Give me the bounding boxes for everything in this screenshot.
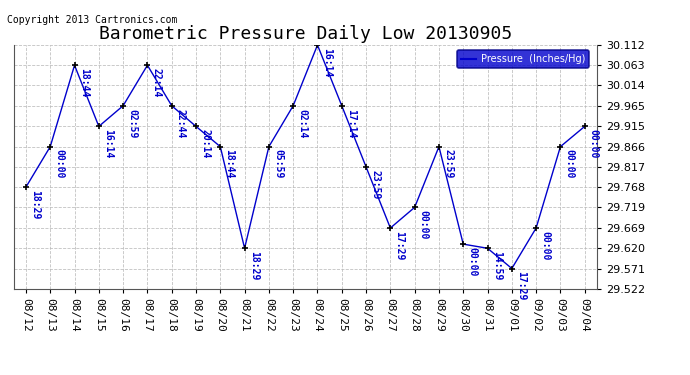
Text: 22:44: 22:44 xyxy=(176,108,186,138)
Legend: Pressure  (Inches/Hg): Pressure (Inches/Hg) xyxy=(457,50,589,68)
Text: 23:59: 23:59 xyxy=(371,170,380,199)
Text: 00:00: 00:00 xyxy=(55,149,64,179)
Text: 18:29: 18:29 xyxy=(30,190,40,219)
Text: 02:59: 02:59 xyxy=(127,108,137,138)
Text: 18:44: 18:44 xyxy=(79,68,89,98)
Title: Barometric Pressure Daily Low 20130905: Barometric Pressure Daily Low 20130905 xyxy=(99,26,512,44)
Text: 20:14: 20:14 xyxy=(200,129,210,159)
Text: 18:29: 18:29 xyxy=(249,251,259,280)
Text: 22:14: 22:14 xyxy=(152,68,161,98)
Text: 17:14: 17:14 xyxy=(346,108,356,138)
Text: 00:00: 00:00 xyxy=(564,149,575,179)
Text: 18:44: 18:44 xyxy=(224,149,235,179)
Text: 14:59: 14:59 xyxy=(492,251,502,280)
Text: 23:59: 23:59 xyxy=(443,149,453,179)
Text: 17:29: 17:29 xyxy=(395,231,404,260)
Text: 16:14: 16:14 xyxy=(322,48,332,77)
Text: 16:14: 16:14 xyxy=(103,129,113,159)
Text: Copyright 2013 Cartronics.com: Copyright 2013 Cartronics.com xyxy=(7,15,177,25)
Text: 00:00: 00:00 xyxy=(419,210,428,240)
Text: 00:00: 00:00 xyxy=(467,247,477,276)
Text: 00:00: 00:00 xyxy=(589,129,599,159)
Text: 17:29: 17:29 xyxy=(516,271,526,301)
Text: 00:00: 00:00 xyxy=(540,231,551,260)
Text: 02:14: 02:14 xyxy=(297,108,307,138)
Text: 05:59: 05:59 xyxy=(273,149,283,179)
